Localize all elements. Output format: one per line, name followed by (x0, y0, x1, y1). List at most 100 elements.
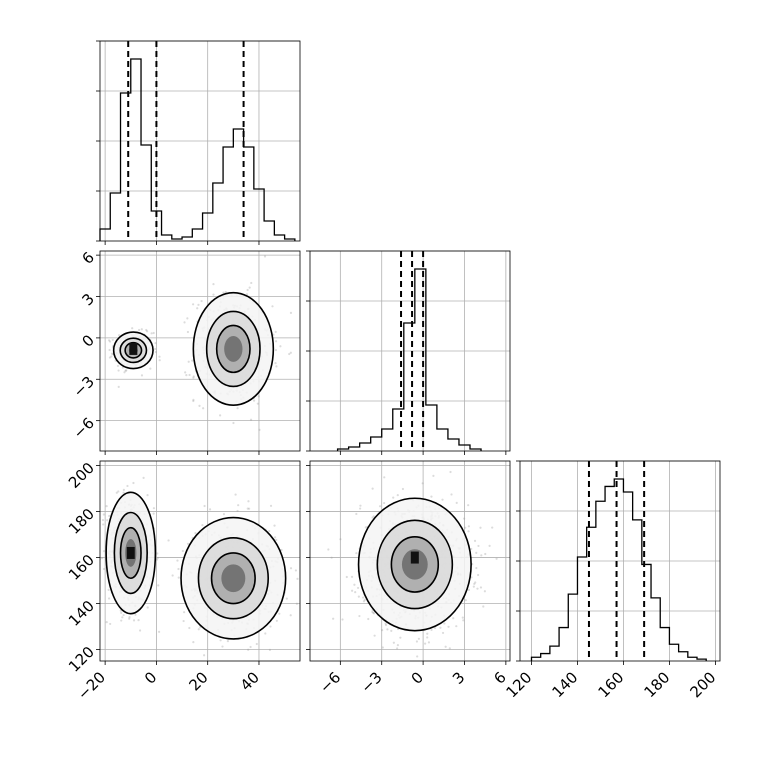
scatter-point (183, 611, 186, 614)
scatter-point (145, 328, 148, 332)
contour-line (376, 519, 454, 610)
density-peak (126, 546, 135, 559)
scatter-point (330, 556, 333, 559)
scatter-point (384, 623, 388, 627)
scatter-point (203, 654, 206, 657)
scatter-point (359, 504, 362, 507)
scatter-point (237, 504, 240, 507)
scatter-point (137, 328, 141, 332)
scatter-point (234, 493, 237, 496)
scatter-point (480, 554, 483, 557)
scatter-point (247, 500, 250, 503)
scatter-point (421, 482, 424, 485)
scatter-point (138, 629, 142, 632)
scatter-point (152, 507, 156, 510)
scatter-point (455, 625, 458, 628)
scatter-point (156, 556, 159, 559)
scatter-point (396, 644, 400, 647)
histogram-step (99, 58, 296, 241)
scatter-point (381, 628, 384, 632)
scatter-point (154, 341, 157, 345)
scatter-point (123, 371, 126, 374)
scatter-point (482, 605, 485, 608)
scatter-point (181, 549, 184, 553)
scatter-point (430, 628, 433, 632)
scatter-point (432, 474, 435, 477)
scatter-point (371, 516, 374, 519)
scatter-point (483, 590, 486, 593)
scatter-point (367, 617, 370, 621)
scatter-point (128, 617, 131, 620)
scatter-point (463, 517, 466, 520)
scatter-point (110, 352, 114, 355)
density-fill (221, 564, 246, 593)
scatter-point (109, 622, 112, 626)
scatter-point (125, 369, 128, 372)
histogram-frame (99, 40, 301, 242)
scatter-point (116, 364, 120, 368)
scatter-point (182, 619, 185, 623)
scatter-point (289, 311, 293, 314)
scatter-point (479, 586, 483, 589)
contour-line (210, 552, 256, 605)
scatter-point (416, 655, 419, 658)
scatter-point (350, 589, 354, 592)
scatter-point (362, 596, 365, 599)
contour-line (192, 291, 275, 407)
scatter-point (107, 339, 111, 342)
scatter-point (450, 493, 453, 496)
scatter-point (462, 619, 465, 622)
histogram-step (336, 268, 482, 451)
scatter-point (255, 642, 258, 646)
scatter-point (208, 508, 212, 511)
scatter-point (383, 501, 386, 505)
histogram-step (530, 478, 707, 661)
scatter-point (122, 491, 125, 494)
scatter-point (222, 512, 226, 516)
scatter-point (108, 356, 112, 359)
scatter-point (249, 645, 252, 649)
histogram-frame (519, 460, 721, 662)
scatter-point (132, 619, 136, 622)
scatter-point (441, 631, 445, 635)
scatter-point (396, 494, 399, 497)
scatter-point (427, 641, 431, 644)
scatter-point (126, 484, 129, 488)
scatter-point (186, 330, 190, 334)
scatter-point (392, 641, 395, 644)
scatter-point (327, 548, 330, 551)
scatter-point (289, 614, 292, 617)
scatter-point (339, 538, 342, 541)
scatter-point (341, 618, 344, 621)
scatter-point (196, 307, 199, 310)
scatter-point (146, 494, 149, 497)
scatter-point (269, 625, 272, 628)
scatter-point (158, 355, 161, 358)
scatter-point (158, 359, 161, 362)
scatter-point (484, 552, 487, 556)
scatter-point (108, 348, 111, 352)
scatter-point (246, 507, 249, 510)
scatter-point (353, 583, 356, 586)
scatter-point (248, 286, 251, 289)
scatter-point (426, 632, 429, 635)
scatter-point (477, 544, 480, 548)
scatter-point (185, 373, 188, 377)
scatter-point (461, 616, 464, 619)
scatter-point (390, 629, 393, 632)
scatter-point (156, 552, 159, 555)
scatter-point (275, 619, 278, 622)
scatter-point (426, 636, 429, 639)
scatter-point (177, 567, 180, 571)
scatter-point (177, 576, 180, 579)
scatter-point (191, 359, 194, 362)
scatter-point (475, 551, 478, 554)
panel-frame (99, 460, 301, 662)
scatter-point (474, 581, 477, 584)
scatter-point (102, 513, 105, 516)
scatter-point (383, 476, 386, 479)
scatter-point (219, 414, 222, 417)
contour-line (180, 516, 287, 640)
scatter-point (274, 536, 277, 539)
